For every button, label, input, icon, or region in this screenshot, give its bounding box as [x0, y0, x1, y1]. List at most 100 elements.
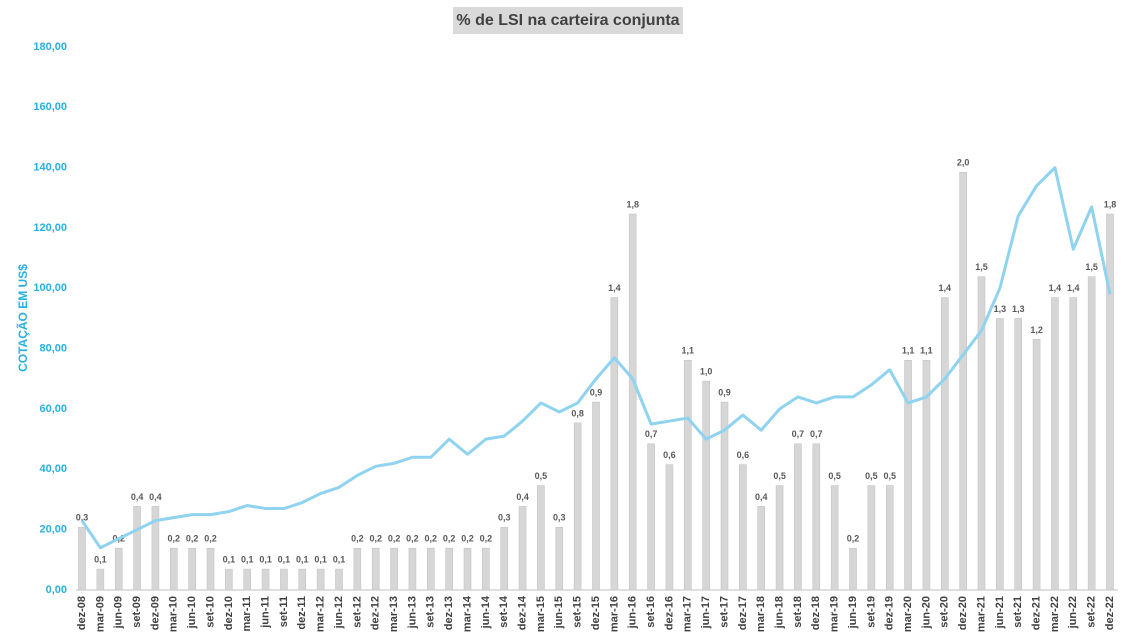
data-label: 0,2	[369, 534, 382, 544]
x-tick-label: dez-21	[1030, 596, 1042, 630]
x-tick-label: mar-10	[168, 596, 180, 632]
y-tick-label: 80,00	[39, 343, 67, 355]
data-label: 1,4	[1049, 283, 1062, 293]
chart-title: % de LSI na carteira conjunta	[456, 12, 679, 29]
x-tick-label: mar-21	[975, 596, 987, 632]
data-label: 1,1	[920, 346, 933, 356]
data-label: 1,0	[700, 367, 713, 377]
x-tick-label: mar-22	[1049, 596, 1061, 632]
bar	[537, 485, 545, 591]
bar	[1069, 297, 1078, 591]
data-label: 0,5	[883, 471, 896, 481]
data-label: 0,2	[186, 534, 199, 544]
data-label: 1,4	[608, 283, 621, 293]
data-label: 0,4	[149, 492, 162, 502]
bar	[720, 401, 729, 591]
bar	[243, 568, 252, 591]
data-label: 1,8	[1104, 199, 1117, 209]
x-tick-label: jun-19	[847, 596, 859, 629]
data-label: 1,1	[682, 346, 695, 356]
bar	[335, 568, 343, 591]
x-tick-label: mar-18	[755, 596, 767, 632]
bar	[500, 527, 509, 591]
bar	[280, 568, 288, 591]
bar	[830, 485, 839, 591]
x-tick-label: jun-20	[920, 596, 932, 629]
data-label: 0,2	[204, 534, 217, 544]
bar	[518, 506, 527, 591]
data-label: 0,1	[259, 554, 272, 564]
bar	[353, 547, 362, 591]
bar	[757, 506, 766, 591]
line	[80, 166, 1112, 550]
data-label: 0,7	[810, 429, 823, 439]
bar	[940, 297, 949, 591]
x-tick-label: jun-11	[259, 596, 271, 629]
data-label: 2,0	[957, 158, 970, 168]
x-tick-label: mar-11	[241, 596, 253, 631]
data-label: 0,3	[498, 513, 511, 523]
data-label: 0,7	[792, 429, 805, 439]
y-tick-label: 40,00	[39, 463, 67, 475]
data-label: 1,2	[1030, 325, 1043, 335]
data-label: 0,4	[516, 492, 529, 502]
data-label: 0,2	[847, 534, 860, 544]
bar	[1051, 297, 1059, 591]
bar	[188, 547, 196, 591]
x-tick-label: jun-17	[700, 596, 712, 629]
x-tick-label: set-15	[572, 596, 584, 628]
y-tick-label: 180,00	[33, 41, 67, 53]
data-label: 0,9	[590, 387, 603, 397]
bar	[665, 464, 674, 591]
y-tick-label: 100,00	[33, 282, 67, 294]
bar	[206, 547, 215, 591]
data-label: 1,4	[1067, 283, 1080, 293]
y-tick-label: 20,00	[39, 524, 67, 536]
x-tick-label: dez-17	[737, 596, 749, 630]
data-label: 0,1	[296, 554, 309, 564]
data-label: 0,1	[223, 554, 236, 564]
data-label: 0,2	[443, 534, 456, 544]
bar	[390, 547, 398, 591]
x-tick-label: mar-15	[535, 596, 547, 632]
bar	[426, 547, 435, 591]
y-tick-label: 60,00	[39, 403, 67, 415]
data-label: 0,4	[131, 492, 144, 502]
x-tick-label: jun-21	[994, 596, 1006, 629]
x-tick-label: dez-20	[957, 596, 969, 630]
x-tick-label: mar-14	[461, 595, 473, 632]
data-label: 0,1	[333, 554, 346, 564]
bar	[298, 568, 307, 591]
x-tick-label: set-13	[425, 596, 437, 628]
bar	[1106, 213, 1114, 591]
x-tick-label: set-11	[278, 596, 290, 627]
x-tick-label: jun-16	[627, 596, 639, 629]
x-tick-label: dez-08	[76, 596, 88, 630]
bar	[794, 443, 802, 591]
data-label: 0,4	[755, 492, 768, 502]
bar	[977, 276, 986, 591]
data-label: 0,1	[94, 554, 107, 564]
bar	[114, 547, 123, 591]
data-label: 0,1	[314, 554, 327, 564]
bar	[555, 527, 564, 591]
x-tick-label: dez-12	[370, 596, 382, 630]
bar	[867, 485, 876, 591]
data-label: 0,5	[535, 471, 548, 481]
x-tick-label: jun-09	[113, 596, 125, 629]
x-tick-label: jun-22	[1067, 596, 1079, 629]
bar	[683, 359, 692, 591]
data-label: 0,7	[645, 429, 658, 439]
x-tick-label: dez-13	[443, 596, 455, 630]
data-label: 1,3	[994, 304, 1007, 314]
y-tick-label: 0,00	[46, 584, 67, 596]
x-tick-label: mar-17	[682, 596, 694, 632]
x-tick-label: set-18	[792, 596, 804, 628]
data-label: 0,5	[865, 471, 878, 481]
bar	[922, 359, 931, 591]
x-tick-label: dez-14	[516, 595, 528, 630]
x-tick-label: set-09	[131, 596, 143, 628]
bar	[647, 443, 655, 591]
x-tick-label: mar-12	[315, 596, 327, 632]
data-label: 1,5	[1085, 262, 1098, 272]
